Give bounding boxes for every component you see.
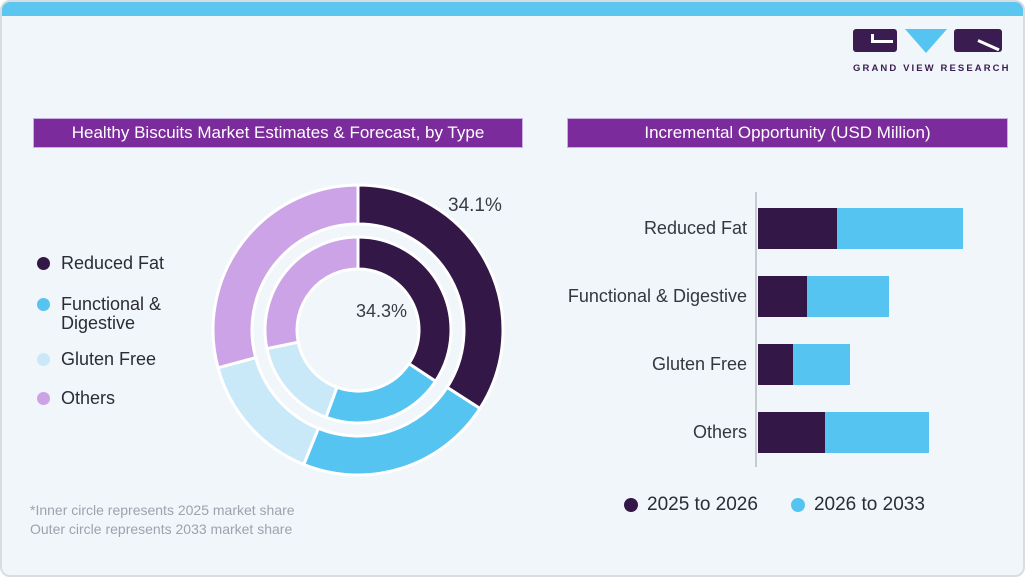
bar-category-label-gluten-free: Gluten Free: [651, 354, 747, 374]
legend-label: Functional & Digestive: [61, 294, 162, 333]
footnote-outer-circle: Outer circle represents 2033 market shar…: [30, 521, 293, 537]
logo-wordmark: GRAND VIEW RESEARCH: [853, 63, 1011, 74]
legend-swatch-others: [37, 392, 50, 405]
legend-label: 2025 to 2026: [647, 494, 758, 515]
legend-item-2026-to-2033: 2026 to 2033: [790, 494, 925, 516]
donut-inner-segment-label: 34.3%: [356, 301, 408, 321]
bar-chart-title: Incremental Opportunity (USD Million): [567, 118, 1008, 148]
bar-reduced-fat: [758, 208, 963, 249]
bar-category-label-reduced-fat: Reduced Fat: [643, 218, 747, 238]
footnote-inner-circle: *Inner circle represents 2025 market sha…: [30, 502, 295, 518]
bar-segment-reduced-fat-2025-to-2026: [758, 208, 837, 249]
donut-outer-segment-label: 34.1%: [448, 195, 502, 216]
donut-segment-inner-others: [263, 235, 360, 351]
bar-chart-legend: 2025 to 2026 2026 to 2033: [624, 494, 925, 516]
donut-chart-title: Healthy Biscuits Market Estimates & Fore…: [33, 118, 523, 148]
bar-segment-others-2025-to-2026: [758, 412, 825, 453]
legend-item-gluten-free: Gluten Free: [37, 350, 186, 369]
donut-segment-outer-others: [211, 183, 360, 370]
legend-swatch-functional-digestive: [37, 298, 50, 311]
bar-category-label-functional-digestive: Functional & Digestive: [567, 286, 747, 306]
bar-functional-digestive: [758, 276, 889, 317]
legend-swatch-gluten-free: [37, 353, 50, 366]
donut-chart: [211, 183, 505, 477]
logo-letter-g: [853, 29, 897, 52]
legend-item-2025-to-2026: 2025 to 2026: [624, 494, 758, 516]
legend-label: Gluten Free: [61, 349, 157, 369]
legend-label: 2026 to 2033: [813, 494, 925, 515]
bar-segment-gluten-free-2026-to-2033: [793, 344, 850, 385]
logo-mark: [853, 29, 1003, 54]
bar-category-label-others: Others: [692, 422, 747, 442]
donut-segment-inner-functional-digestive: [324, 362, 438, 425]
bar-others: [758, 412, 929, 453]
grand-view-research-logo: GRAND VIEW RESEARCH: [853, 29, 1011, 74]
bar-chart-baseline: [755, 192, 757, 467]
bar-segment-functional-digestive-2026-to-2033: [807, 276, 889, 317]
legend-item-others: Others: [37, 389, 186, 408]
bar-segment-gluten-free-2025-to-2026: [758, 344, 793, 385]
legend-swatch-reduced-fat: [37, 257, 50, 270]
bar-gluten-free: [758, 344, 850, 385]
legend-label: Reduced Fat: [61, 253, 165, 273]
footnotes: *Inner circle represents 2025 market sha…: [30, 501, 295, 539]
legend-item-reduced-fat: Reduced Fat: [37, 254, 186, 273]
legend-label: Others: [61, 388, 116, 408]
logo-letter-r: [954, 29, 1002, 52]
legend-swatch-2026-to-2033: [790, 498, 805, 512]
legend-item-functional-digestive: Functional & Digestive: [37, 295, 186, 333]
top-accent-bar: [2, 2, 1023, 16]
bar-segment-others-2026-to-2033: [825, 412, 929, 453]
bar-segment-functional-digestive-2025-to-2026: [758, 276, 807, 317]
logo-letter-v: [905, 29, 947, 53]
bar-segment-reduced-fat-2026-to-2033: [837, 208, 963, 249]
legend-swatch-2025-to-2026: [624, 498, 638, 512]
